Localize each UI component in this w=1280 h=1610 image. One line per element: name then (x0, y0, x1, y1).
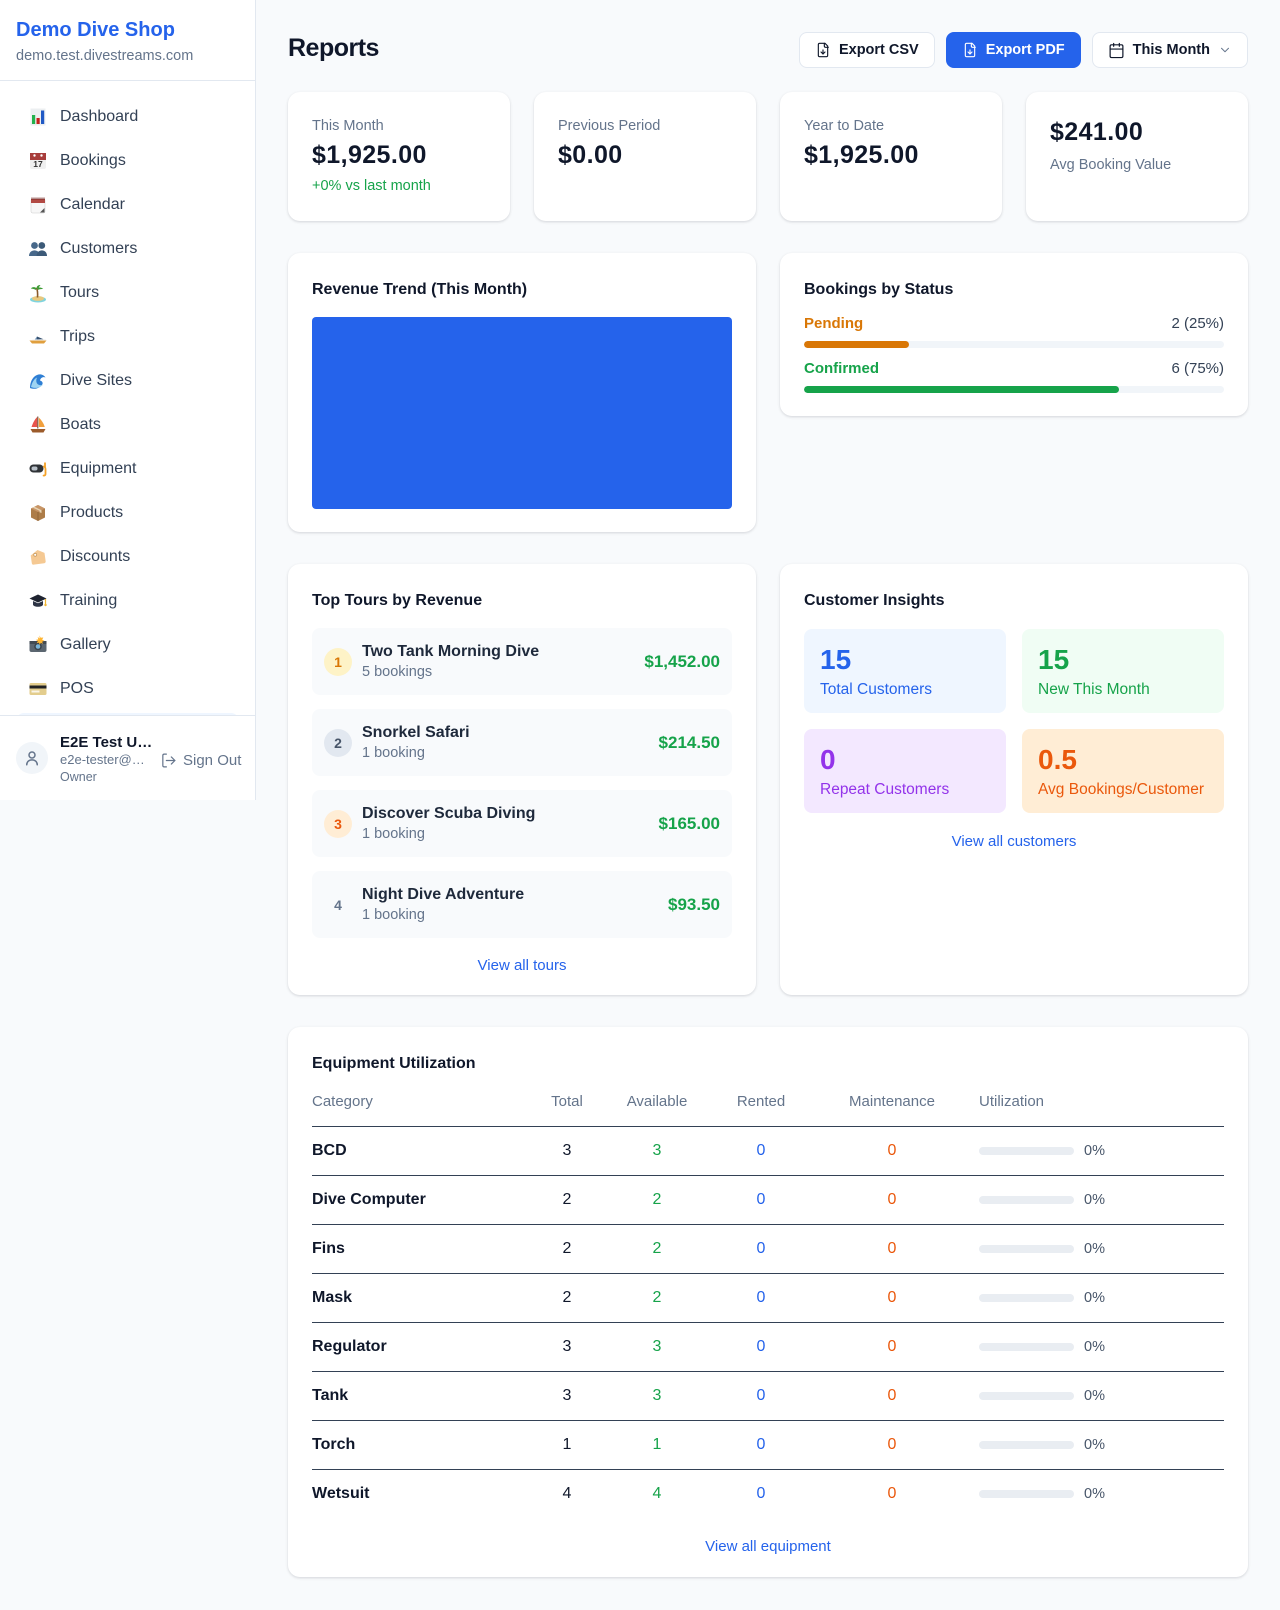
svg-text:17: 17 (33, 159, 43, 169)
